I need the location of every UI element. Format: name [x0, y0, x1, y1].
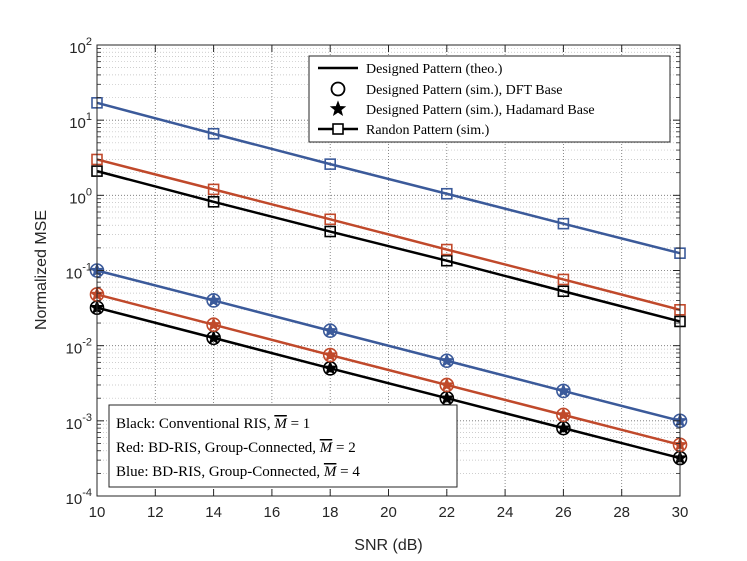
square-marker [440, 243, 453, 256]
y-tick-label: 100 [69, 186, 92, 207]
annotation-frame [108, 404, 458, 488]
series-line-0 [96, 306, 681, 460]
circle-marker [206, 293, 221, 308]
x-tick-label: 10 [89, 504, 106, 521]
circle-marker [439, 353, 455, 369]
square-marker [557, 285, 570, 298]
x-tick-label: 20 [380, 504, 397, 521]
legend-star-marker [329, 100, 347, 116]
y-tick-label: 101 [69, 111, 92, 132]
x-tick-label: 12 [147, 504, 164, 521]
legend-square-marker [332, 123, 344, 135]
square-marker [440, 254, 453, 267]
legend-label-theo: Designed Pattern (theo.) [366, 62, 503, 77]
circle-marker [439, 377, 455, 393]
legend-label-dft: Designed Pattern (sim.), DFT Base [366, 83, 563, 98]
series-line-3 [96, 169, 681, 323]
square-marker [324, 158, 337, 170]
y-tick-label: 102 [69, 36, 92, 57]
star-marker [206, 293, 221, 307]
x-tick-label: 22 [438, 504, 455, 521]
star-marker [323, 360, 338, 375]
x-tick-label: 28 [613, 504, 630, 521]
circle-marker [556, 383, 571, 399]
legend-label-hadamard: Designed Pattern (sim.), Hadamard Base [366, 103, 595, 118]
circle-marker [322, 323, 338, 339]
legend-box [308, 55, 671, 143]
series-line-5 [96, 101, 681, 255]
square-marker [207, 127, 220, 140]
y-tick-label: 10-4 [66, 487, 92, 508]
series-line-1 [96, 293, 681, 447]
m-bar-symbol: M [323, 464, 338, 480]
y-tick-label: 10-2 [66, 337, 92, 358]
x-tick-label: 16 [264, 504, 281, 521]
circle-marker [556, 407, 571, 423]
star-marker [206, 317, 221, 331]
y-tick-label: 10-3 [66, 412, 92, 433]
star-marker [323, 347, 338, 362]
x-tick-label: 14 [205, 504, 222, 521]
x-tick-label: 24 [497, 504, 514, 521]
star-marker [323, 323, 338, 337]
x-tick-label: 26 [555, 504, 572, 521]
star-marker [206, 330, 221, 344]
square-marker [557, 273, 570, 286]
legend-markers [318, 66, 358, 135]
annotation-line-black: Black: Conventional RIS, M = 1 [116, 416, 310, 432]
square-marker [207, 196, 220, 208]
legend-circle-marker [330, 81, 346, 97]
x-tick-label: 30 [672, 504, 689, 521]
square-marker [324, 225, 337, 238]
x-tick-label: 18 [322, 504, 339, 521]
square-marker [207, 183, 220, 196]
circle-marker [322, 347, 338, 363]
x-axis-label: SNR (dB) [354, 537, 422, 554]
square-marker [557, 217, 570, 230]
legend-label-random: Randon Pattern (sim.) [366, 123, 490, 138]
star-marker [439, 377, 454, 392]
annotation-line-blue: Blue: BD-RIS, Group-Connected, M = 4 [116, 464, 360, 480]
legend: Designed Pattern (theo.) Designed Patter… [308, 55, 671, 143]
circle-marker [206, 317, 221, 333]
star-marker [556, 407, 571, 421]
series-line-4 [96, 158, 681, 312]
star-marker [556, 420, 571, 435]
star-marker [556, 383, 571, 397]
star-marker [439, 390, 454, 405]
axis-ticks: 10-4 10-3 10-2 10-1 100 101 102 10 12 14 16 18 20 22 2… [66, 36, 689, 521]
annotation-box: Black: Conventional RIS, M = 1 Red: BD-R… [108, 404, 458, 488]
square-marker [324, 213, 337, 226]
y-axis-label: Normalized MSE [33, 210, 50, 330]
y-tick-label: 10-1 [66, 262, 92, 283]
series-line-2 [96, 269, 681, 423]
m-bar-symbol: M [273, 416, 288, 432]
annotation-line-red: Red: BD-RIS, Group-Connected, M = 2 [116, 440, 356, 456]
star-marker [439, 353, 454, 367]
square-marker [440, 187, 453, 200]
m-bar-symbol: M [319, 440, 334, 456]
